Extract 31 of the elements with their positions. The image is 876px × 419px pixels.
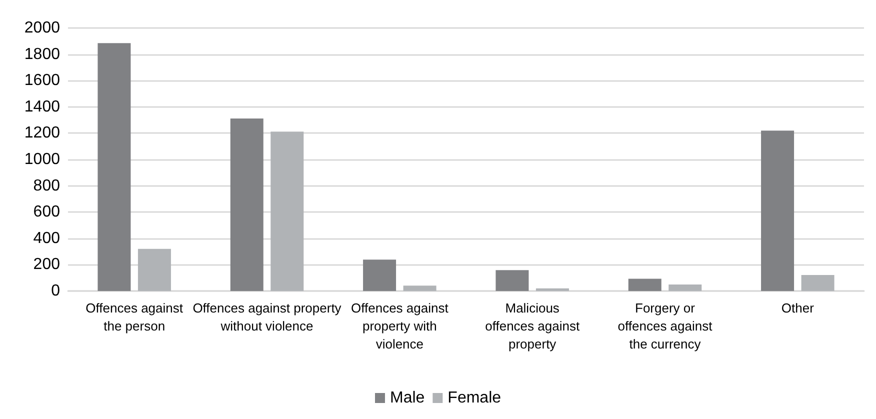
x-tick-label: Offences against the person (86, 300, 184, 334)
bar (230, 118, 264, 291)
legend-label: Male (390, 390, 425, 406)
y-tick-label: 2000 (24, 20, 60, 36)
bar (98, 43, 131, 291)
x-tick-label: Malicious offences against property (485, 300, 580, 352)
x-tick-label: Offences against property with violence (351, 300, 449, 352)
y-tick-label: 1400 (24, 98, 60, 116)
y-tick-label: 400 (33, 230, 60, 247)
y-tick-label: 1200 (24, 124, 60, 142)
y-tick-label: 600 (33, 204, 60, 221)
bar (496, 270, 529, 291)
bar (363, 260, 396, 291)
y-tick-label: 200 (33, 256, 60, 274)
y-tick-label: 1800 (24, 46, 60, 63)
y-tick-label: 800 (33, 177, 60, 194)
x-tick-label: Forgery or offences against the currency (618, 300, 713, 352)
bar (801, 274, 834, 291)
legend-label: Female (448, 390, 502, 406)
bar (628, 278, 662, 291)
y-tick-label: 0 (51, 282, 60, 300)
bar (138, 248, 171, 291)
bar (536, 288, 569, 291)
x-tick-label: Other (781, 300, 815, 316)
bar (761, 130, 794, 291)
x-tick-label: Offences against property without violence (192, 300, 342, 334)
bar (668, 284, 702, 291)
y-tick-label: 1600 (24, 72, 60, 90)
y-tick-label: 1000 (24, 151, 60, 168)
bar (270, 132, 304, 291)
bar (403, 286, 436, 291)
